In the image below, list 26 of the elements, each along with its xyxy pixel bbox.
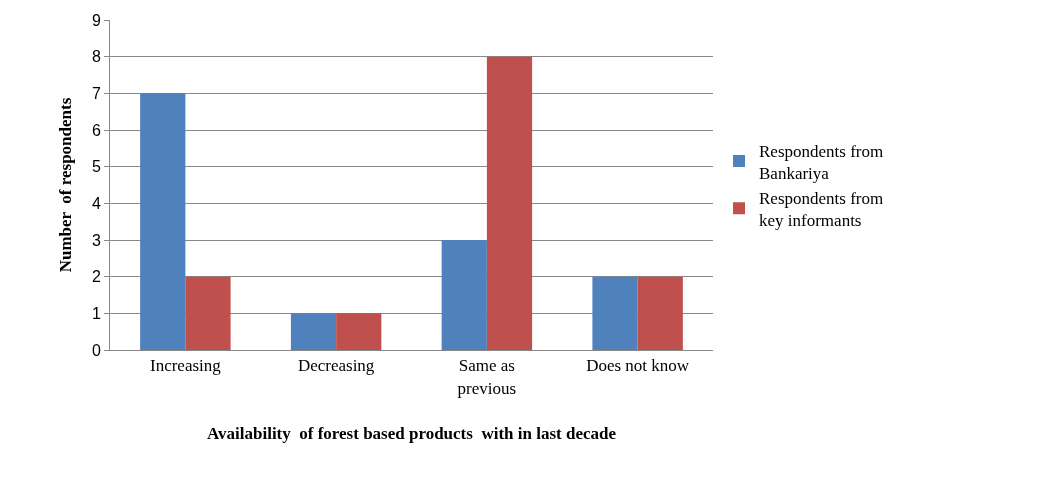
y-tick-label: 4 <box>91 194 101 212</box>
x-axis-title: Availability of forest based products with in last decade <box>207 423 617 443</box>
y-axis-title: Number of respondents <box>56 97 76 273</box>
y-tick-label: 1 <box>91 304 101 322</box>
bar <box>486 56 533 350</box>
bar <box>592 276 638 350</box>
y-tick-label: 5 <box>91 158 101 176</box>
bar <box>441 240 487 350</box>
y-tick-label: 7 <box>91 84 101 102</box>
x-tick-label: Does not know <box>586 356 690 376</box>
bar <box>336 313 382 350</box>
y-tick-label: 0 <box>91 341 101 359</box>
bar <box>140 93 186 350</box>
y-tick-label: 3 <box>91 231 101 249</box>
x-tick-label: Increasing <box>149 356 222 376</box>
y-tick-label: 6 <box>91 121 101 139</box>
legend-label: Respondents from Bankariya <box>759 141 884 183</box>
bar <box>185 276 231 350</box>
y-tick-label: 2 <box>91 268 101 286</box>
x-tick-label: Decreasing <box>297 356 375 376</box>
y-tick-label: 9 <box>91 11 101 29</box>
x-tick-label: Same as previous <box>457 356 517 398</box>
bar <box>290 313 337 350</box>
legend-label: Respondents from key informants <box>759 188 884 230</box>
y-tick-label: 8 <box>91 48 101 66</box>
bar <box>637 276 683 350</box>
